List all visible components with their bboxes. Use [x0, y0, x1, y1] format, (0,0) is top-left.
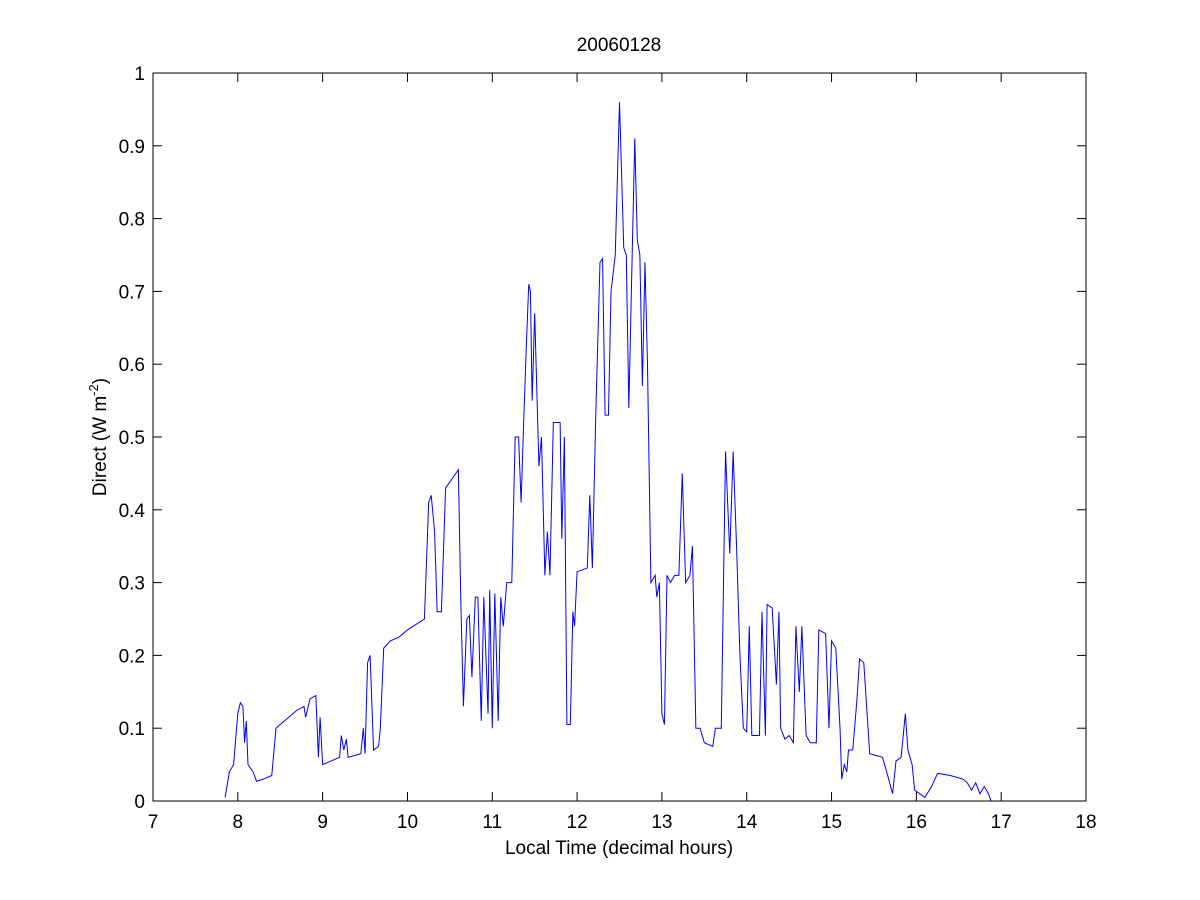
x-tick-label: 15 — [821, 812, 842, 833]
y-tick-label: 0.2 — [119, 646, 145, 667]
x-tick-label: 16 — [906, 812, 927, 833]
x-tick-label: 8 — [233, 812, 244, 833]
x-tick-label: 17 — [991, 812, 1012, 833]
chart-title: 20060128 — [577, 35, 662, 56]
y-axis-label: Direct (W m-2) — [86, 378, 111, 496]
plot-frame — [152, 72, 1087, 802]
y-tick-label: 0.5 — [119, 428, 145, 449]
x-axis-label: Local Time (decimal hours) — [505, 838, 733, 859]
data-line — [224, 102, 992, 802]
y-tick-label: 0.4 — [119, 501, 146, 522]
y-tick-label: 0.7 — [119, 282, 145, 303]
x-tick-label: 13 — [651, 812, 672, 833]
y-tick-label: 0.3 — [119, 574, 145, 595]
y-tick-label: 0.8 — [119, 210, 145, 231]
x-tick-label: 12 — [567, 812, 588, 833]
x-tick-label: 11 — [482, 812, 502, 833]
y-tick-label: 0.1 — [119, 719, 145, 740]
y-label-superscript: -2 — [86, 384, 101, 396]
x-tick-label: 7 — [148, 812, 159, 833]
x-tick-label: 9 — [317, 812, 328, 833]
y-label-text: Direct (W m — [90, 396, 111, 496]
y-tick-label: 1 — [134, 64, 145, 85]
y-tick-label: 0 — [134, 792, 145, 813]
y-label-suffix: ) — [90, 378, 111, 384]
x-tick-label: 18 — [1075, 812, 1096, 833]
y-tick-label: 0.9 — [119, 137, 145, 158]
x-tick-label: 14 — [736, 812, 758, 833]
y-tick-label: 0.6 — [119, 355, 145, 376]
x-tick-label: 10 — [397, 812, 418, 833]
